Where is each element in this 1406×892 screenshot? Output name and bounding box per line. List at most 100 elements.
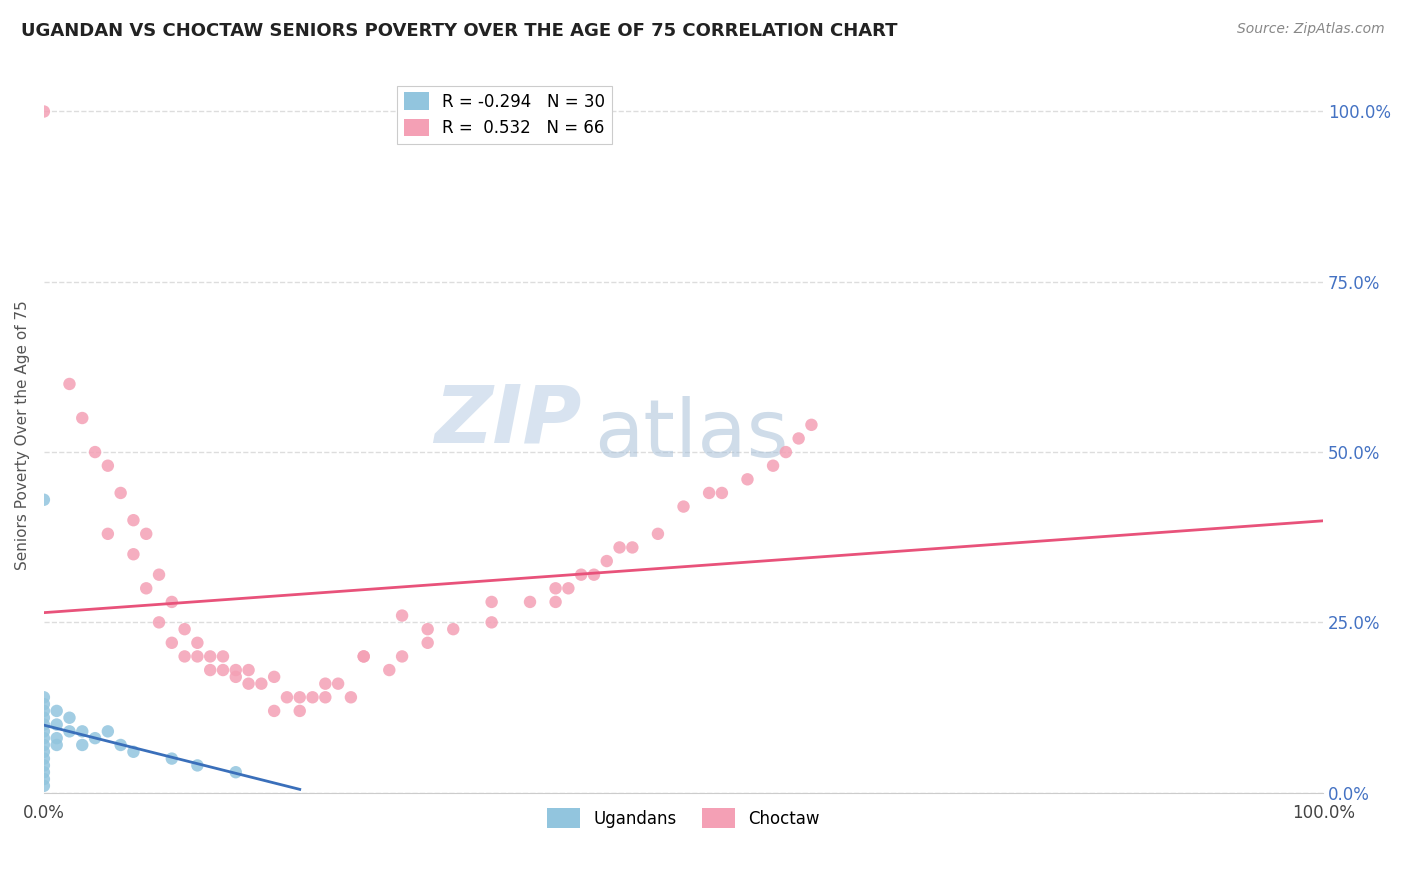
Point [238, 676, 260, 690]
Point [340, 690, 363, 705]
Point [97, 724, 120, 739]
Point [122, 513, 145, 527]
Point [263, 704, 285, 718]
Point [391, 649, 413, 664]
Point [32, 772, 55, 786]
Point [32, 492, 55, 507]
Point [160, 751, 183, 765]
Point [569, 567, 592, 582]
Point [32, 690, 55, 705]
Point [58, 724, 80, 739]
Point [416, 622, 439, 636]
Point [481, 595, 503, 609]
Legend: Ugandans, Choctaw: Ugandans, Choctaw [540, 802, 827, 834]
Point [110, 738, 132, 752]
Point [544, 582, 567, 596]
Text: atlas: atlas [593, 396, 789, 474]
Point [72, 724, 94, 739]
Point [672, 500, 695, 514]
Point [32, 104, 55, 119]
Point [557, 582, 579, 596]
Point [32, 751, 55, 765]
Point [32, 697, 55, 711]
Point [647, 526, 669, 541]
Point [787, 432, 810, 446]
Point [122, 547, 145, 561]
Point [353, 649, 375, 664]
Point [250, 676, 273, 690]
Point [198, 649, 221, 664]
Point [609, 541, 631, 555]
Point [225, 765, 247, 780]
Point [775, 445, 797, 459]
Text: ZIP: ZIP [434, 382, 581, 459]
Point [32, 704, 55, 718]
Point [519, 595, 541, 609]
Point [314, 676, 336, 690]
Point [135, 526, 157, 541]
Point [263, 670, 285, 684]
Point [45, 738, 67, 752]
Point [481, 615, 503, 630]
Point [97, 458, 120, 473]
Point [391, 608, 413, 623]
Point [582, 567, 605, 582]
Point [72, 411, 94, 425]
Point [173, 622, 195, 636]
Point [148, 567, 170, 582]
Point [173, 649, 195, 664]
Point [32, 724, 55, 739]
Point [58, 376, 80, 391]
Point [135, 582, 157, 596]
Point [72, 738, 94, 752]
Text: UGANDAN VS CHOCTAW SENIORS POVERTY OVER THE AGE OF 75 CORRELATION CHART: UGANDAN VS CHOCTAW SENIORS POVERTY OVER … [21, 22, 897, 40]
Point [710, 486, 733, 500]
Point [697, 486, 720, 500]
Point [198, 663, 221, 677]
Point [32, 765, 55, 780]
Point [544, 595, 567, 609]
Point [97, 526, 120, 541]
Point [32, 717, 55, 731]
Point [762, 458, 785, 473]
Point [737, 472, 759, 486]
Point [441, 622, 464, 636]
Y-axis label: Seniors Poverty Over the Age of 75: Seniors Poverty Over the Age of 75 [15, 301, 30, 570]
Point [326, 676, 349, 690]
Point [225, 670, 247, 684]
Point [45, 731, 67, 746]
Point [212, 663, 235, 677]
Point [416, 636, 439, 650]
Point [32, 779, 55, 793]
Point [45, 704, 67, 718]
Point [288, 690, 311, 705]
Point [160, 595, 183, 609]
Point [45, 717, 67, 731]
Point [148, 615, 170, 630]
Point [238, 663, 260, 677]
Point [276, 690, 298, 705]
Point [353, 649, 375, 664]
Point [32, 745, 55, 759]
Point [596, 554, 619, 568]
Point [160, 636, 183, 650]
Point [378, 663, 401, 677]
Point [32, 758, 55, 772]
Point [110, 486, 132, 500]
Point [32, 731, 55, 746]
Point [186, 636, 208, 650]
Point [84, 731, 107, 746]
Point [122, 745, 145, 759]
Point [288, 704, 311, 718]
Point [32, 711, 55, 725]
Text: Source: ZipAtlas.com: Source: ZipAtlas.com [1237, 22, 1385, 37]
Point [186, 649, 208, 664]
Point [225, 663, 247, 677]
Point [186, 758, 208, 772]
Point [621, 541, 644, 555]
Point [314, 690, 336, 705]
Point [212, 649, 235, 664]
Point [301, 690, 323, 705]
Point [32, 738, 55, 752]
Point [800, 417, 823, 432]
